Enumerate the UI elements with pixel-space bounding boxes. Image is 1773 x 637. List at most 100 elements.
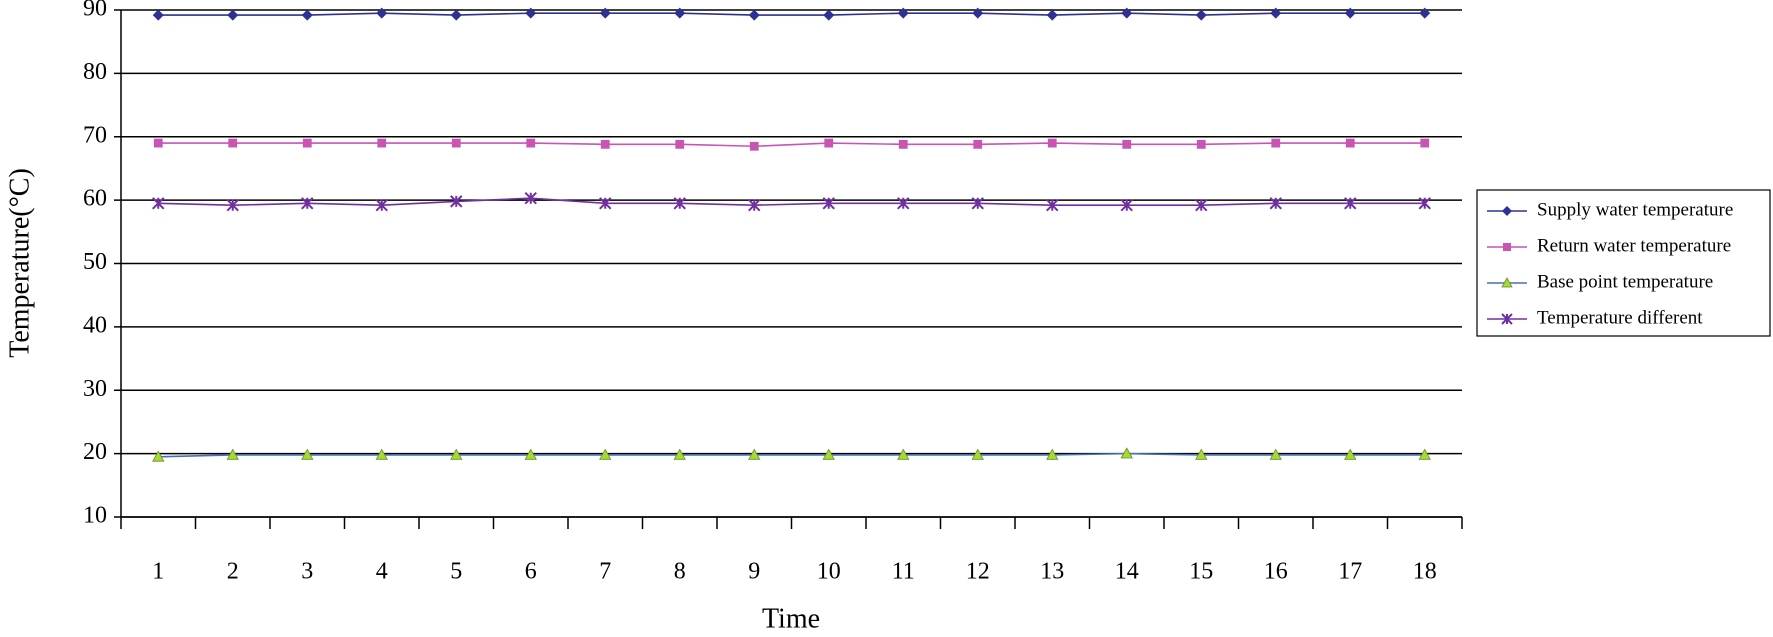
marker	[675, 139, 685, 149]
marker	[897, 197, 910, 210]
marker	[972, 7, 984, 19]
marker	[1046, 9, 1058, 21]
x-tick-label: 8	[674, 559, 686, 585]
marker	[375, 448, 388, 460]
marker	[599, 448, 612, 460]
marker	[450, 195, 463, 208]
series-line	[158, 12, 1425, 16]
marker	[226, 448, 239, 460]
marker	[749, 141, 759, 151]
marker	[1195, 198, 1208, 212]
marker	[973, 139, 983, 149]
marker	[600, 139, 610, 149]
marker	[1047, 138, 1057, 148]
marker	[152, 450, 165, 462]
marker	[1270, 7, 1282, 19]
x-tick-label: 9	[748, 559, 760, 585]
marker	[748, 448, 761, 460]
y-tick-label: 90	[83, 0, 107, 22]
marker	[1344, 448, 1357, 460]
marker	[673, 197, 686, 210]
marker	[1269, 197, 1282, 210]
marker	[228, 138, 238, 148]
marker	[153, 138, 163, 148]
marker	[1195, 9, 1207, 21]
marker	[599, 197, 612, 210]
marker	[227, 9, 239, 21]
x-tick-label: 16	[1264, 559, 1288, 585]
marker	[824, 138, 834, 148]
marker	[599, 7, 611, 19]
y-tick-label: 60	[83, 186, 107, 212]
marker	[377, 138, 387, 148]
marker	[897, 448, 910, 460]
marker	[301, 9, 313, 21]
series-line	[158, 452, 1425, 458]
marker	[1418, 197, 1431, 210]
x-tick-label: 17	[1338, 559, 1362, 585]
marker	[971, 197, 984, 210]
marker	[1344, 7, 1356, 19]
marker	[971, 448, 984, 460]
marker	[152, 9, 164, 21]
x-tick-label: 18	[1413, 559, 1437, 585]
marker	[301, 197, 314, 210]
marker	[1046, 198, 1059, 212]
x-tick-label: 15	[1189, 559, 1213, 585]
legend-label: Temperature different	[1537, 307, 1703, 328]
x-tick-label: 12	[966, 559, 990, 585]
marker	[450, 448, 463, 460]
legend-label: Supply water temperature	[1537, 199, 1733, 220]
marker	[1501, 313, 1513, 325]
marker	[152, 197, 165, 210]
y-tick-label: 10	[83, 503, 107, 529]
x-tick-label: 6	[525, 559, 537, 585]
series-line	[158, 142, 1425, 148]
legend-label: Base point temperature	[1537, 271, 1713, 292]
marker	[1420, 138, 1430, 148]
marker	[451, 138, 461, 148]
legend-label: Return water temperature	[1537, 235, 1731, 256]
marker	[897, 7, 909, 19]
marker	[1502, 206, 1512, 216]
marker	[526, 138, 536, 148]
marker	[674, 7, 686, 19]
y-tick-label: 20	[83, 439, 107, 465]
marker	[525, 7, 537, 19]
x-tick-label: 14	[1115, 559, 1139, 585]
marker	[450, 9, 462, 21]
marker	[376, 7, 388, 19]
x-tick-label: 3	[301, 559, 313, 585]
marker	[1122, 139, 1132, 149]
y-tick-label: 40	[83, 312, 107, 338]
marker	[748, 9, 760, 21]
y-tick-label: 50	[83, 249, 107, 275]
y-tick-label: 30	[83, 376, 107, 402]
y-tick-label: 70	[83, 122, 107, 148]
marker	[898, 139, 908, 149]
x-tick-label: 1	[152, 559, 164, 585]
marker	[673, 448, 686, 460]
x-tick-label: 11	[892, 559, 915, 585]
marker	[1345, 138, 1355, 148]
marker	[823, 9, 835, 21]
x-tick-label: 10	[817, 559, 841, 585]
y-tick-label: 80	[83, 59, 107, 85]
x-tick-label: 7	[599, 559, 611, 585]
marker	[302, 138, 312, 148]
marker	[1120, 447, 1133, 459]
marker	[1344, 197, 1357, 210]
marker	[748, 198, 761, 212]
marker	[1501, 277, 1513, 288]
marker	[301, 448, 314, 460]
marker	[1120, 198, 1133, 212]
marker	[822, 448, 835, 460]
marker	[1418, 448, 1431, 460]
marker	[1121, 7, 1133, 19]
series-line	[158, 197, 1425, 206]
legend-box	[1476, 189, 1771, 337]
marker	[524, 192, 537, 205]
x-tick-label: 5	[450, 559, 462, 585]
